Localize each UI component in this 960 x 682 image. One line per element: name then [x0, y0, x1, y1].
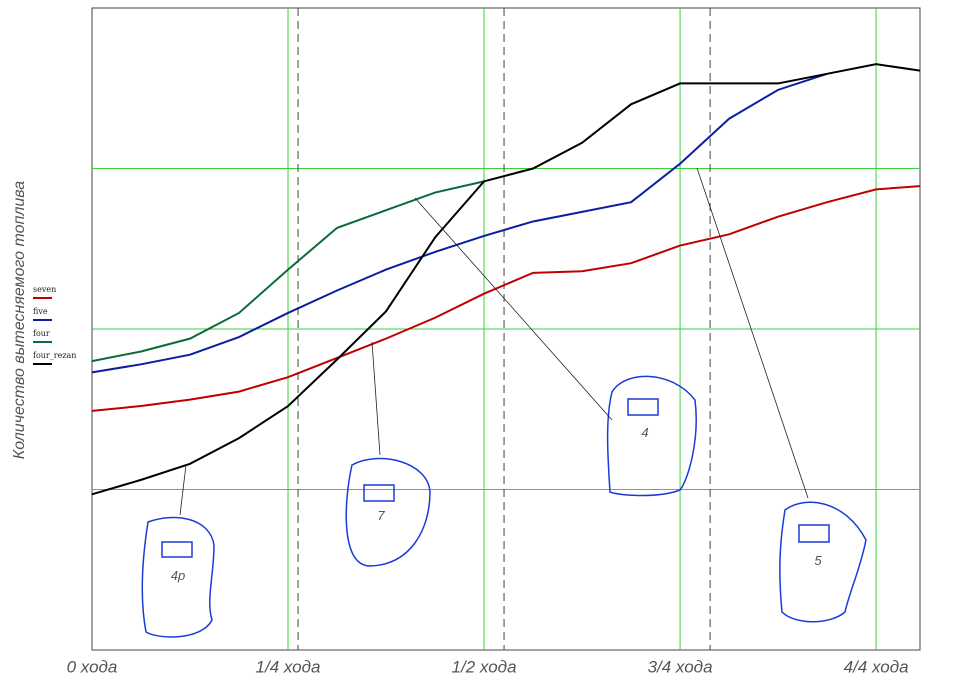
callout-shape	[141, 516, 215, 638]
arrow	[371, 341, 381, 456]
x-tick-label: 4/4 хода	[844, 657, 909, 676]
legend-label: five	[33, 307, 48, 316]
annotation-label: 7	[377, 508, 385, 523]
callout-shape	[779, 501, 867, 623]
callout-box	[627, 398, 659, 416]
annotation-label: 4р	[171, 568, 185, 583]
line-series	[91, 72, 828, 374]
legend-label: seven	[33, 285, 56, 294]
callout-shape	[606, 375, 697, 497]
arrow	[179, 464, 187, 516]
annotation-label: 5	[814, 553, 822, 568]
arrow	[696, 167, 809, 499]
callout-box	[161, 541, 193, 558]
arrow	[414, 197, 613, 421]
line-series	[91, 63, 921, 496]
callout-shape	[345, 457, 431, 567]
line-series	[91, 180, 485, 363]
y-axis-label: Количество вытесняемого топлива	[11, 181, 28, 460]
line-series	[91, 185, 921, 412]
x-tick-label: 1/2 хода	[452, 657, 517, 676]
x-tick-label: 3/4 хода	[648, 657, 713, 676]
x-tick-label: 1/4 хода	[256, 657, 321, 676]
annotation-label: 4	[641, 425, 648, 440]
annotations: 4р 7 4 5	[141, 167, 867, 638]
x-tick-label: 0 хода	[67, 657, 118, 676]
callout-box	[798, 524, 830, 543]
legend-label: four_rezan	[33, 351, 76, 360]
legend-label: four	[33, 329, 50, 338]
callout-box	[363, 484, 395, 502]
